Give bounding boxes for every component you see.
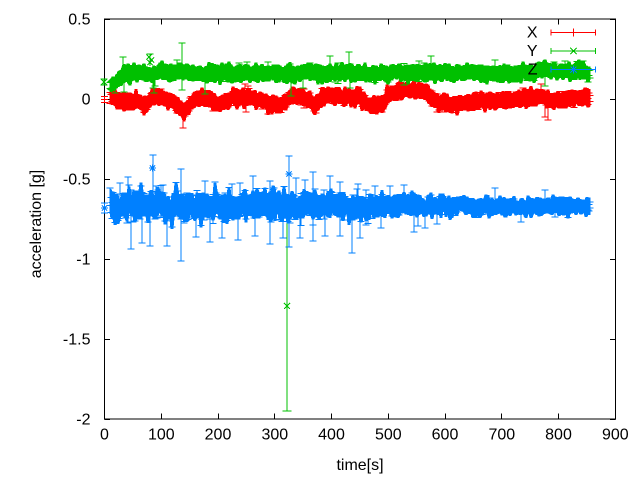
svg-text:-1.5: -1.5: [63, 332, 91, 349]
svg-text:500: 500: [375, 427, 402, 444]
svg-text:700: 700: [488, 427, 515, 444]
svg-text:400: 400: [318, 427, 345, 444]
svg-text:800: 800: [545, 427, 572, 444]
svg-text:100: 100: [148, 427, 175, 444]
svg-text:900: 900: [602, 427, 629, 444]
svg-text:600: 600: [432, 427, 459, 444]
svg-text:Y: Y: [527, 43, 538, 60]
svg-text:X: X: [527, 24, 538, 41]
svg-text:-2: -2: [76, 412, 90, 429]
svg-text:-0.5: -0.5: [63, 172, 91, 189]
svg-text:time[s]: time[s]: [336, 457, 383, 474]
svg-text:200: 200: [205, 427, 232, 444]
svg-text:-1: -1: [76, 252, 90, 269]
svg-text:0: 0: [100, 427, 109, 444]
svg-text:0.5: 0.5: [68, 12, 90, 29]
svg-text:300: 300: [261, 427, 288, 444]
svg-text:Z: Z: [528, 62, 538, 79]
svg-text:0: 0: [82, 92, 91, 109]
svg-text:acceleration [g]: acceleration [g]: [28, 170, 45, 279]
